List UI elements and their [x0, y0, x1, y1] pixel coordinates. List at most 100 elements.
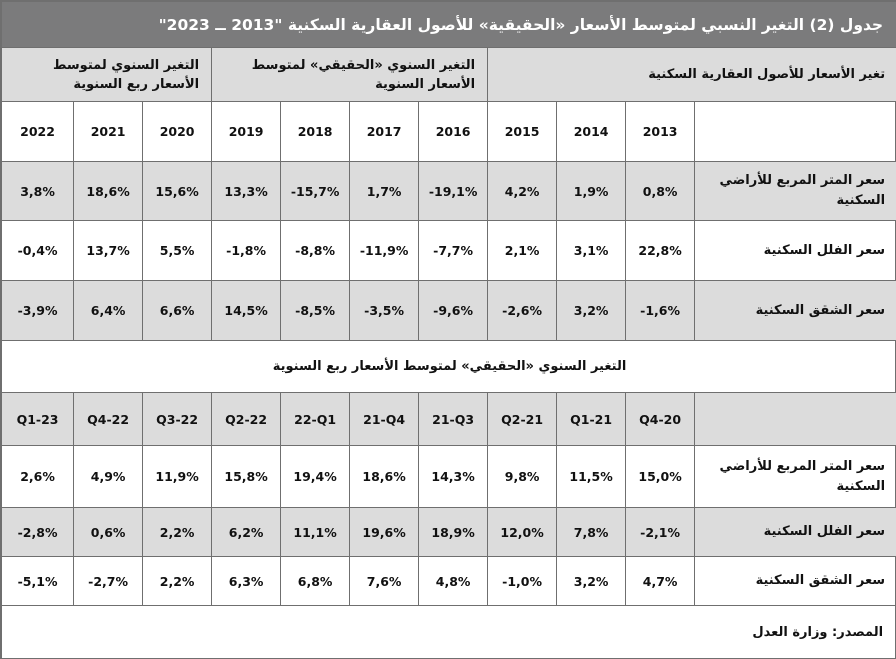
value-cell: -2,6% — [487, 280, 558, 341]
value-cell: -2,7% — [73, 556, 144, 606]
table-row: سعر المتر المربع للأراضي السكنية 0,8% 1,… — [0, 161, 896, 221]
quarter-header: 21-Q3 — [418, 392, 489, 446]
table-row: سعر المتر المربع للأراضي السكنية 15,0% 1… — [0, 445, 896, 508]
value-cell: -8,5% — [280, 280, 351, 341]
value-cell: -1,8% — [211, 220, 282, 281]
value-cell: 18,6% — [349, 445, 420, 508]
value-cell: -3,9% — [0, 280, 75, 341]
value-cell: 4,7% — [625, 556, 696, 606]
value-cell: -1,0% — [487, 556, 558, 606]
row-label: سعر الشقق السكنية — [694, 556, 896, 606]
value-cell: 3,2% — [556, 280, 627, 341]
value-cell: 4,9% — [73, 445, 144, 508]
corner-cell — [694, 101, 896, 162]
value-cell: 11,1% — [280, 507, 351, 557]
quarter-header: 22-Q1 — [280, 392, 351, 446]
value-cell: 13,3% — [211, 161, 282, 221]
year-header: 2019 — [211, 101, 282, 162]
quarter-header: Q4-20 — [625, 392, 696, 446]
value-cell: 18,9% — [418, 507, 489, 557]
value-cell: 7,8% — [556, 507, 627, 557]
value-cell: -7,7% — [418, 220, 489, 281]
value-cell: 14,5% — [211, 280, 282, 341]
group-header-nominal: تغير الأسعار للأصول العقارية السكنية — [487, 47, 896, 102]
value-cell: 6,3% — [211, 556, 282, 606]
value-cell: 15,0% — [625, 445, 696, 508]
value-cell: 6,8% — [280, 556, 351, 606]
year-header: 2022 — [0, 101, 75, 162]
value-cell: -9,6% — [418, 280, 489, 341]
quarter-header: Q4-22 — [73, 392, 144, 446]
value-cell: 1,7% — [349, 161, 420, 221]
year-header: 2021 — [73, 101, 144, 162]
value-cell: -5,1% — [0, 556, 75, 606]
value-cell: 2,2% — [142, 556, 213, 606]
value-cell: 13,7% — [73, 220, 144, 281]
value-cell: 4,2% — [487, 161, 558, 221]
quarter-header: Q1-23 — [0, 392, 75, 446]
value-cell: -1,6% — [625, 280, 696, 341]
value-cell: 14,3% — [418, 445, 489, 508]
year-header: 2020 — [142, 101, 213, 162]
value-cell: 6,4% — [73, 280, 144, 341]
value-cell: 2,6% — [0, 445, 75, 508]
group-header-quarterly-avg: التغير السنوي لمتوسط الأسعار ربع السنوية — [0, 47, 213, 102]
value-cell: 12,0% — [487, 507, 558, 557]
row-label: سعر المتر المربع للأراضي السكنية — [694, 445, 896, 508]
quarter-header-row: Q4-20 Q1-21 Q2-21 21-Q3 21-Q4 22-Q1 Q2-2… — [0, 392, 896, 446]
value-cell: -11,9% — [349, 220, 420, 281]
corner-cell — [694, 392, 896, 446]
quarter-header: Q1-21 — [556, 392, 627, 446]
year-header: 2013 — [625, 101, 696, 162]
value-cell: -19,1% — [418, 161, 489, 221]
value-cell: 6,6% — [142, 280, 213, 341]
value-cell: 3,1% — [556, 220, 627, 281]
value-cell: 3,8% — [0, 161, 75, 221]
source-note: المصدر: وزارة العدل — [0, 605, 896, 659]
quarter-header: Q2-21 — [487, 392, 558, 446]
row-label: سعر الفلل السكنية — [694, 507, 896, 557]
value-cell: 0,6% — [73, 507, 144, 557]
year-header: 2015 — [487, 101, 558, 162]
year-header: 2017 — [349, 101, 420, 162]
value-cell: 3,2% — [556, 556, 627, 606]
value-cell: -2,8% — [0, 507, 75, 557]
table-row: سعر الفلل السكنية -2,1% 7,8% 12,0% 18,9%… — [0, 507, 896, 557]
value-cell: 2,1% — [487, 220, 558, 281]
value-cell: -3,5% — [349, 280, 420, 341]
quarter-header: 21-Q4 — [349, 392, 420, 446]
value-cell: 7,6% — [349, 556, 420, 606]
value-cell: -2,1% — [625, 507, 696, 557]
value-cell: 15,6% — [142, 161, 213, 221]
row-label: سعر الشقق السكنية — [694, 280, 896, 341]
value-cell: 5,5% — [142, 220, 213, 281]
value-cell: 9,8% — [487, 445, 558, 508]
value-cell: 2,2% — [142, 507, 213, 557]
value-cell: -15,7% — [280, 161, 351, 221]
value-cell: -8,8% — [280, 220, 351, 281]
row-label: سعر الفلل السكنية — [694, 220, 896, 281]
quarter-header: Q3-22 — [142, 392, 213, 446]
value-cell: 11,9% — [142, 445, 213, 508]
value-cell: 0,8% — [625, 161, 696, 221]
year-header: 2018 — [280, 101, 351, 162]
table-row: سعر الشقق السكنية 4,7% 3,2% -1,0% 4,8% 7… — [0, 556, 896, 606]
value-cell: 11,5% — [556, 445, 627, 508]
table-row: سعر الشقق السكنية -1,6% 3,2% -2,6% -9,6%… — [0, 280, 896, 341]
year-header-row: 2013 2014 2015 2016 2017 2018 2019 2020 … — [0, 101, 896, 162]
value-cell: 6,2% — [211, 507, 282, 557]
year-header: 2014 — [556, 101, 627, 162]
table-row: سعر الفلل السكنية 22,8% 3,1% 2,1% -7,7% … — [0, 220, 896, 281]
row-label: سعر المتر المربع للأراضي السكنية — [694, 161, 896, 221]
value-cell: 1,9% — [556, 161, 627, 221]
value-cell: -0,4% — [0, 220, 75, 281]
value-cell: 22,8% — [625, 220, 696, 281]
section-header-quarterly: التغير السنوي «الحقيقي» لمتوسط الأسعار ر… — [0, 340, 896, 393]
year-header: 2016 — [418, 101, 489, 162]
value-cell: 18,6% — [73, 161, 144, 221]
group-header-real: التغير السنوي «الحقيقي» لمتوسط الأسعار ا… — [211, 47, 489, 102]
value-cell: 15,8% — [211, 445, 282, 508]
value-cell: 19,6% — [349, 507, 420, 557]
